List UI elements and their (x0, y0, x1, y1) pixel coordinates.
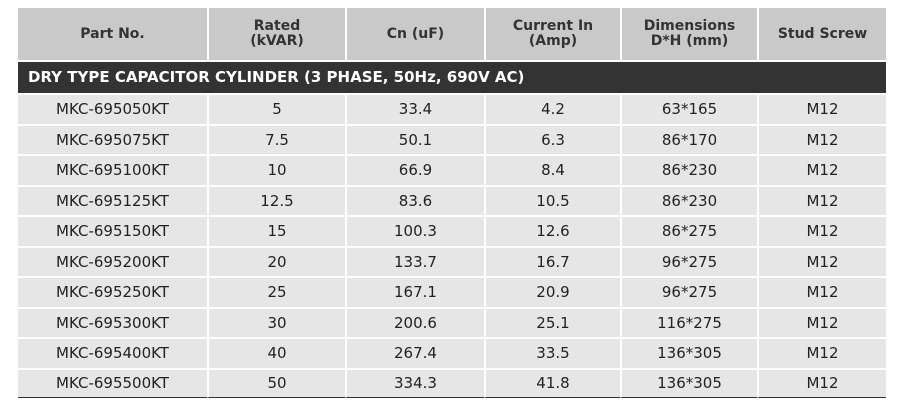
header-text: (kVAR) (250, 33, 304, 49)
header-cell: Current In (Amp) (484, 8, 620, 60)
data-cell: 6.3 (484, 125, 620, 154)
data-cell: 12.6 (484, 217, 620, 246)
data-cell: 41.8 (484, 369, 620, 398)
header-text: (Amp) (528, 33, 578, 49)
header-row: Part No. Rated (kVAR) Cn (uF) Current In (Amp… (18, 8, 886, 60)
data-row: MKC-695100KT 10 66.9 8.4 86*230 M12 (18, 156, 886, 185)
data-cell: 10 (207, 156, 345, 185)
data-row: MKC-695150KT 15 100.3 12.6 86*275 M12 (18, 217, 886, 246)
data-cell: M12 (757, 186, 886, 215)
data-cell: M12 (757, 247, 886, 276)
data-cell: 10.5 (484, 186, 620, 215)
data-cell: 30 (207, 308, 345, 337)
data-cell: 267.4 (345, 339, 484, 368)
data-cell: 33.5 (484, 339, 620, 368)
header-text: Part No. (80, 25, 145, 42)
header-cell: Rated (kVAR) (207, 8, 345, 60)
data-cell: M12 (757, 308, 886, 337)
data-cell: 167.1 (345, 278, 484, 307)
data-cell: MKC-695150KT (18, 217, 207, 246)
data-row: MKC-695500KT 50 334.3 41.8 136*305 M12 (18, 369, 886, 398)
data-cell: 16.7 (484, 247, 620, 276)
data-cell: 50.1 (345, 125, 484, 154)
data-cell: 96*275 (620, 278, 757, 307)
data-cell: MKC-695075KT (18, 125, 207, 154)
data-cell: 136*305 (620, 339, 757, 368)
header-cell: Part No. (18, 8, 207, 60)
spec-table: Part No. Rated (kVAR) Cn (uF) Current In (Amp… (18, 8, 886, 398)
data-cell: M12 (757, 339, 886, 368)
data-cell: MKC-695050KT (18, 95, 207, 124)
data-cell: 133.7 (345, 247, 484, 276)
data-cell: 4.2 (484, 95, 620, 124)
header-text: Rated (253, 18, 301, 34)
data-cell: 100.3 (345, 217, 484, 246)
data-cell: 86*170 (620, 125, 757, 154)
data-cell: 200.6 (345, 308, 484, 337)
data-row: MKC-695125KT 12.5 83.6 10.5 86*230 M12 (18, 186, 886, 215)
data-cell: 8.4 (484, 156, 620, 185)
data-cell: MKC-695400KT (18, 339, 207, 368)
header-text: Dimensions (643, 18, 736, 34)
data-row: MKC-695050KT 5 33.4 4.2 63*165 M12 (18, 95, 886, 124)
data-cell: MKC-695100KT (18, 156, 207, 185)
data-row: MKC-695250KT 25 167.1 20.9 96*275 M12 (18, 278, 886, 307)
header-cell: Cn (uF) (345, 8, 484, 60)
data-cell: 136*305 (620, 369, 757, 398)
data-cell: 50 (207, 369, 345, 398)
data-cell: 15 (207, 217, 345, 246)
data-cell: MKC-695250KT (18, 278, 207, 307)
data-row: MKC-695400KT 40 267.4 33.5 136*305 M12 (18, 339, 886, 368)
header-cell: Dimensions D*H (mm) (620, 8, 757, 60)
data-cell: 66.9 (345, 156, 484, 185)
data-cell: M12 (757, 156, 886, 185)
data-cell: 86*230 (620, 156, 757, 185)
data-cell: M12 (757, 278, 886, 307)
data-cell: 5 (207, 95, 345, 124)
data-cell: 63*165 (620, 95, 757, 124)
header-text: Cn (uF) (386, 25, 445, 42)
header-cell: Stud Screw (757, 8, 886, 60)
data-cell: 96*275 (620, 247, 757, 276)
header-text: D*H (mm) (650, 33, 729, 49)
header-text: Current In (512, 18, 594, 34)
data-cell: 334.3 (345, 369, 484, 398)
data-cell: 40 (207, 339, 345, 368)
data-cell: MKC-695200KT (18, 247, 207, 276)
header-text: Stud Screw (777, 25, 868, 42)
data-row: MKC-695200KT 20 133.7 16.7 96*275 M12 (18, 247, 886, 276)
data-cell: 25.1 (484, 308, 620, 337)
data-cell: 7.5 (207, 125, 345, 154)
data-cell: 33.4 (345, 95, 484, 124)
data-row: MKC-695075KT 7.5 50.1 6.3 86*170 M12 (18, 125, 886, 154)
data-cell: M12 (757, 125, 886, 154)
data-cell: M12 (757, 217, 886, 246)
data-cell: 86*230 (620, 186, 757, 215)
data-cell: MKC-695125KT (18, 186, 207, 215)
data-cell: 25 (207, 278, 345, 307)
section-title: DRY TYPE CAPACITOR CYLINDER (3 PHASE, 50… (18, 62, 886, 93)
data-cell: M12 (757, 369, 886, 398)
data-cell: 116*275 (620, 308, 757, 337)
data-cell: 86*275 (620, 217, 757, 246)
data-cell: MKC-695300KT (18, 308, 207, 337)
data-cell: 20.9 (484, 278, 620, 307)
data-cell: 12.5 (207, 186, 345, 215)
data-cell: MKC-695500KT (18, 369, 207, 398)
data-row: MKC-695300KT 30 200.6 25.1 116*275 M12 (18, 308, 886, 337)
data-cell: M12 (757, 95, 886, 124)
data-cell: 20 (207, 247, 345, 276)
data-cell: 83.6 (345, 186, 484, 215)
